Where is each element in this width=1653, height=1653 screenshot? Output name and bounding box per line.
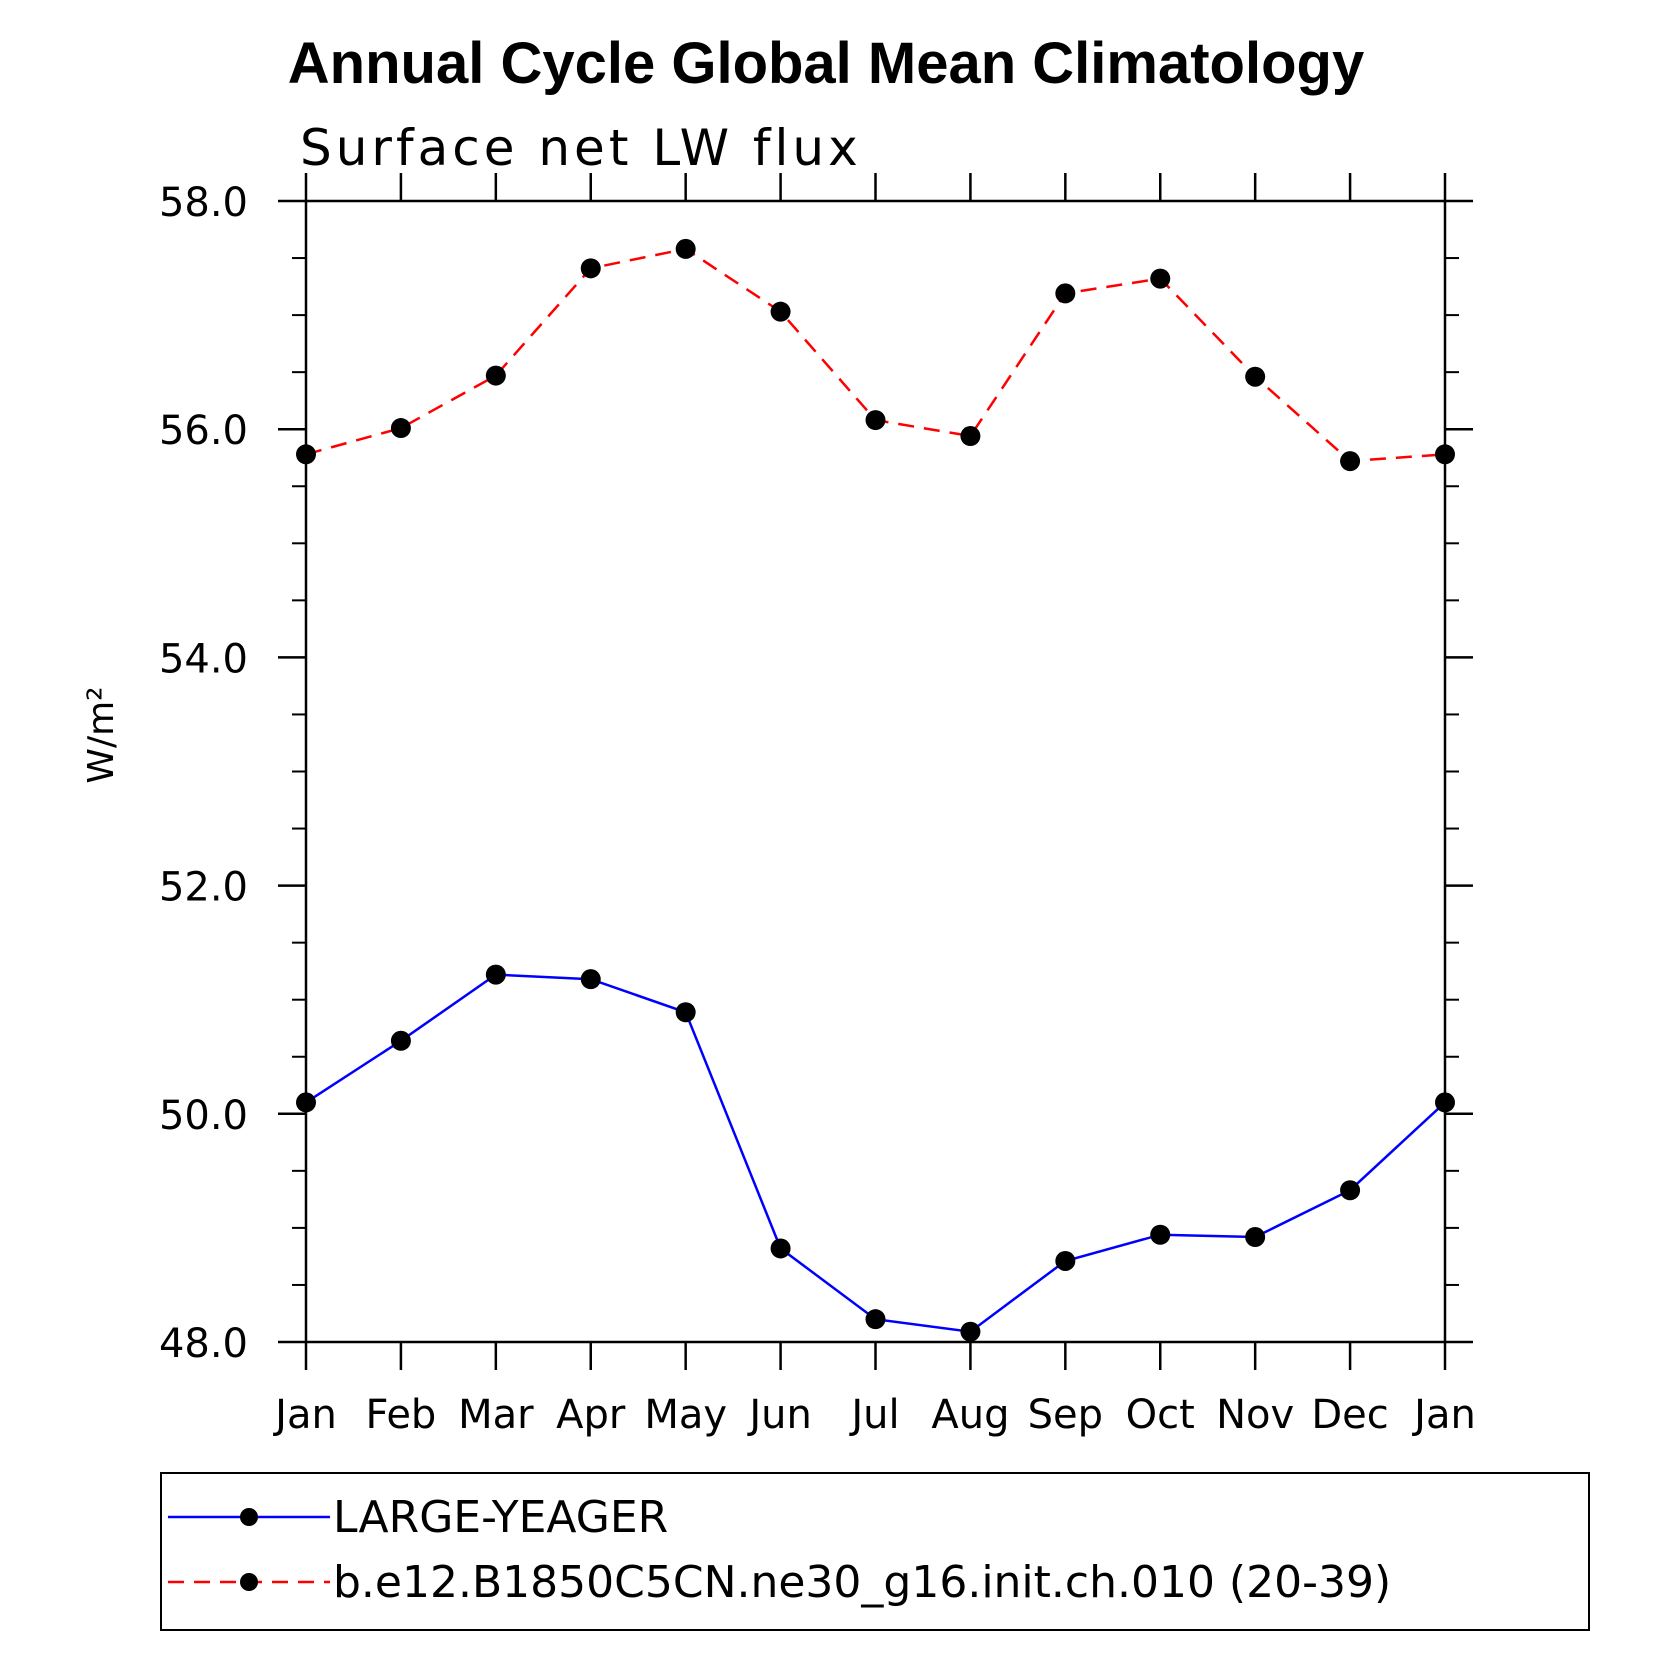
data-point-1	[1055, 283, 1076, 304]
legend-label-0: LARGE-YEAGER	[333, 1492, 668, 1543]
x-tick-label: Dec	[1311, 1392, 1388, 1438]
x-tick-label: Jan	[1411, 1392, 1476, 1438]
data-point-1	[865, 410, 886, 431]
data-point-0	[580, 969, 601, 990]
x-tick-label: Jul	[848, 1392, 899, 1438]
y-tick-label: 52.0	[159, 865, 248, 911]
data-point-1	[1340, 451, 1361, 472]
legend-item-0: LARGE-YEAGER	[168, 1492, 668, 1543]
data-point-0	[1150, 1224, 1171, 1245]
x-tick-label: Jan	[272, 1392, 337, 1438]
data-point-0	[770, 1238, 791, 1259]
data-point-1	[1245, 366, 1266, 387]
chart-subtitle: Surface net LW flux	[300, 119, 862, 177]
series-line-0	[305, 973, 1446, 1334]
legend-box	[160, 1472, 1590, 1631]
x-tick-label: Aug	[931, 1392, 1009, 1438]
series-markers	[296, 238, 1455, 1342]
y-tick-label: 58.0	[159, 180, 248, 226]
data-point-0	[1055, 1250, 1076, 1271]
data-point-1	[296, 444, 316, 465]
data-point-1	[960, 426, 981, 447]
data-point-1	[390, 418, 411, 439]
x-tick-label: Mar	[458, 1392, 534, 1438]
y-tick-label: 48.0	[159, 1321, 248, 1367]
x-tick-label: Apr	[556, 1392, 626, 1438]
data-point-0	[1245, 1227, 1266, 1248]
x-tick-label: Nov	[1216, 1392, 1294, 1438]
plot-frame	[304, 199, 1447, 1344]
data-point-1	[580, 258, 601, 279]
data-point-0	[390, 1030, 411, 1051]
y-tick-label: 56.0	[159, 408, 248, 454]
data-point-0	[485, 964, 506, 985]
legend: LARGE-YEAGER b.e12.B1850C5CN.ne30_g16.in…	[160, 1472, 1590, 1631]
legend-marker-1	[240, 1573, 258, 1591]
data-point-1	[485, 365, 506, 386]
data-point-0	[1435, 1092, 1455, 1113]
chart-title: Annual Cycle Global Mean Climatology	[288, 31, 1364, 96]
y-tick-label: 54.0	[159, 636, 248, 682]
data-point-1	[1435, 444, 1455, 465]
x-tick-label: Jun	[746, 1392, 812, 1438]
data-point-0	[865, 1309, 886, 1330]
x-tick-label: Sep	[1028, 1392, 1103, 1438]
data-point-0	[960, 1321, 981, 1342]
legend-item-1: b.e12.B1850C5CN.ne30_g16.init.ch.010 (20…	[168, 1557, 1391, 1608]
data-point-1	[770, 301, 791, 322]
x-tick-label: May	[644, 1392, 727, 1438]
data-point-0	[296, 1092, 316, 1113]
legend-label-1: b.e12.B1850C5CN.ne30_g16.init.ch.010 (20…	[333, 1557, 1391, 1608]
y-tick-label: 50.0	[159, 1093, 248, 1139]
data-point-0	[1340, 1180, 1361, 1201]
legend-marker-0	[240, 1508, 258, 1526]
x-tick-label: Feb	[366, 1392, 437, 1438]
data-point-1	[1150, 268, 1171, 289]
data-point-0	[675, 1002, 696, 1023]
axes-ticks: Jan Feb Mar Apr May Jun Jul Aug Sep Oct Nov Dec Jan 4…	[159, 173, 1476, 1438]
y-axis-label: W/m²	[81, 686, 122, 783]
data-point-1	[675, 238, 696, 259]
x-tick-label: Oct	[1126, 1392, 1195, 1438]
